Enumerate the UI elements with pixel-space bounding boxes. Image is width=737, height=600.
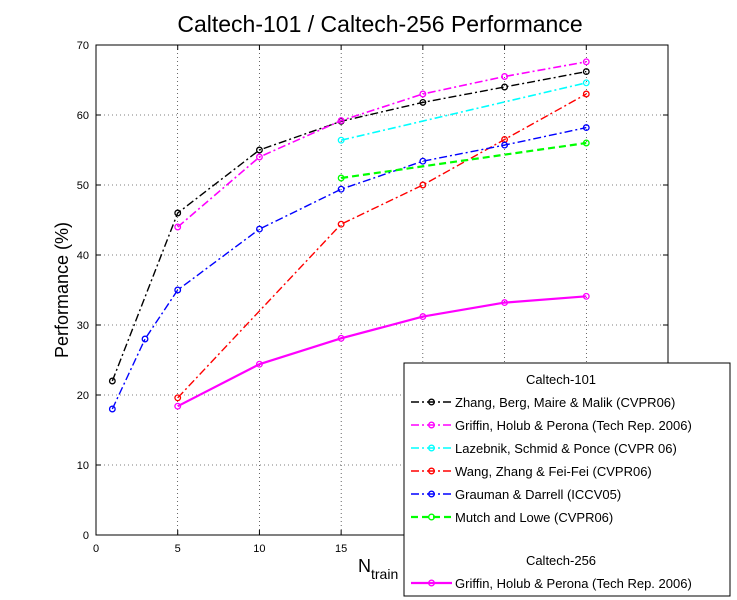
legend-marker — [428, 444, 435, 452]
data-point — [582, 90, 590, 98]
series-line — [111, 126, 587, 410]
data-point — [582, 124, 590, 132]
data-point — [255, 225, 263, 233]
x-axis-label-main: N — [358, 556, 371, 576]
x-axis-label-sub: train — [371, 566, 398, 582]
legend-entry-0: Zhang, Berg, Maire & Malik (CVPR06) — [411, 395, 675, 410]
data-point — [419, 98, 427, 106]
data-point — [419, 313, 427, 321]
data-point — [174, 402, 182, 410]
legend-label: Lazebnik, Schmid & Ponce (CVPR 06) — [455, 441, 677, 456]
data-point — [582, 292, 590, 300]
chart-title: Caltech-101 / Caltech-256 Performance — [177, 11, 582, 37]
data-point — [419, 90, 427, 98]
legend-label: Wang, Zhang & Fei-Fei (CVPR06) — [455, 464, 652, 479]
data-point — [174, 209, 182, 217]
y-tick-label: 40 — [77, 250, 89, 262]
series-1 — [174, 58, 590, 231]
data-point — [174, 394, 182, 402]
legend-entry-3: Wang, Zhang & Fei-Fei (CVPR06) — [411, 464, 652, 479]
series-line — [340, 82, 587, 141]
legend-marker — [428, 513, 435, 521]
data-point — [255, 146, 263, 154]
data-point — [174, 286, 182, 294]
data-point — [501, 73, 509, 80]
series-line — [177, 295, 587, 408]
data-point — [108, 405, 116, 413]
series-line — [340, 141, 587, 180]
legend-label: Zhang, Berg, Maire & Malik (CVPR06) — [455, 395, 675, 410]
y-tick-label: 60 — [77, 110, 89, 122]
series-line — [177, 61, 587, 228]
data-point — [582, 68, 590, 76]
legend-group2-title: Caltech-256 — [526, 553, 596, 568]
y-axis-label: Performance (%) — [52, 222, 72, 358]
series-layer — [108, 58, 590, 413]
x-tick-label: 10 — [253, 543, 265, 555]
legend-label: Grauman & Darrell (ICCV05) — [455, 487, 621, 502]
x-tick-label: 5 — [175, 543, 181, 555]
data-point — [501, 141, 509, 149]
legend-entry-1: Griffin, Holub & Perona (Tech Rep. 2006) — [411, 418, 692, 433]
data-point — [337, 117, 345, 125]
legend-label: Mutch and Lowe (CVPR06) — [455, 510, 613, 525]
data-point — [255, 153, 263, 161]
data-point — [337, 174, 345, 182]
series-4 — [108, 124, 590, 413]
y-tick-label: 70 — [77, 40, 89, 52]
data-point — [582, 139, 590, 147]
series-6 — [174, 292, 590, 410]
data-point — [337, 334, 345, 342]
series-3 — [174, 90, 590, 402]
x-axis-label: Ntrain — [358, 556, 398, 582]
series-2 — [337, 79, 590, 144]
legend-marker — [428, 579, 435, 587]
legend-label: Griffin, Holub & Perona (Tech Rep. 2006) — [455, 576, 692, 591]
legend-marker — [428, 421, 435, 429]
y-tick-label: 50 — [77, 180, 89, 192]
data-point — [141, 335, 149, 343]
data-point — [582, 79, 590, 87]
legend-entry-2: Lazebnik, Schmid & Ponce (CVPR 06) — [411, 441, 677, 456]
legend-label: Griffin, Holub & Perona (Tech Rep. 2006) — [455, 418, 692, 433]
plot-frame — [95, 44, 669, 536]
legend-marker — [428, 490, 435, 498]
legend-entry-5: Mutch and Lowe (CVPR06) — [411, 510, 613, 525]
y-tick-label: 10 — [77, 460, 89, 472]
x-tick-label: 15 — [335, 543, 347, 555]
y-tick-label: 30 — [77, 320, 89, 332]
data-point — [501, 299, 509, 307]
data-point — [108, 377, 116, 385]
data-point — [419, 157, 427, 165]
data-point — [337, 136, 345, 144]
data-point — [582, 58, 590, 66]
legend-entry-4: Grauman & Darrell (ICCV05) — [411, 487, 621, 502]
series-5 — [337, 139, 590, 182]
data-point — [337, 185, 345, 193]
x-tick-label: 0 — [93, 543, 99, 555]
legend-entry-6: Griffin, Holub & Perona (Tech Rep. 2006) — [411, 576, 692, 591]
data-point — [501, 83, 509, 91]
legend-group1-title: Caltech-101 — [526, 372, 596, 387]
legend: Caltech-101 Caltech-256 Zhang, Berg, Mai… — [403, 362, 731, 597]
legend-marker — [428, 398, 435, 406]
y-tick-label: 0 — [83, 530, 89, 542]
data-point — [174, 223, 182, 231]
legend-marker — [428, 467, 435, 475]
data-point — [337, 220, 345, 228]
legend-box — [403, 362, 731, 597]
y-tick-label: 20 — [77, 390, 89, 402]
data-point — [419, 181, 427, 189]
series-line — [177, 93, 587, 399]
data-point — [255, 360, 263, 368]
